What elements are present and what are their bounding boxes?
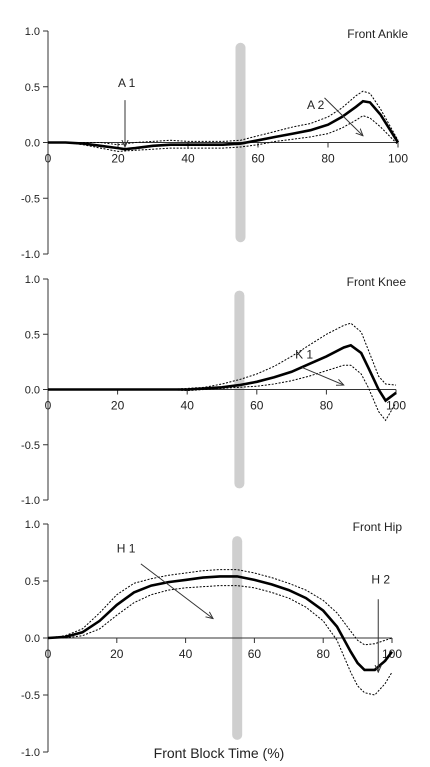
series-upper-line — [48, 322, 397, 390]
panel-1: 1.0 0.5 0.0 -0.5 -1.0 0 20 40 60 80 100 Front Ankle… — [21, 26, 408, 261]
annotation-arrow — [324, 97, 364, 136]
x-tick-label: 40 — [181, 152, 195, 166]
x-tick-label: 80 — [320, 399, 334, 413]
y-tick-label: 0.5 — [25, 576, 40, 588]
annotation-label: A 1 — [118, 76, 136, 90]
x-tick-label: 60 — [251, 152, 265, 166]
panel-title: Front Ankle — [347, 27, 408, 41]
annotation-arrow — [301, 366, 344, 385]
x-tick-label: 0 — [45, 647, 52, 661]
x-tick-label: 20 — [110, 647, 124, 661]
x-tick-label: 20 — [111, 152, 125, 166]
x-tick-label: 0 — [45, 152, 52, 166]
panel-2: 1.0 0.5 0.0 -0.5 -1.0 0 20 40 60 80 100 Front Knee K… — [21, 274, 406, 507]
x-tick-label: 60 — [250, 399, 264, 413]
x-tick-label: 0 — [45, 399, 52, 413]
series-upper-line — [48, 90, 399, 146]
y-tick-label: 0.0 — [25, 138, 40, 150]
y-tick-label: 0.0 — [25, 633, 40, 645]
series-lower-line — [48, 115, 399, 152]
y-tick-label: -1.0 — [21, 747, 40, 759]
y-tick-label: 0.5 — [25, 329, 40, 341]
series-lower-line — [48, 364, 397, 422]
panel-title: Front Hip — [353, 520, 403, 534]
panels: 1.0 0.5 0.0 -0.5 -1.0 0 20 40 60 80 100 Front Ankle… — [21, 26, 408, 759]
annotation-arrow — [140, 563, 213, 619]
annotation-label: H 1 — [117, 542, 136, 556]
series-upper-line — [47, 569, 393, 646]
x-tick-label: 80 — [321, 152, 335, 166]
series-mean-line — [48, 343, 397, 403]
y-tick-label: 0.5 — [25, 82, 40, 94]
series-mean-line — [48, 99, 400, 151]
y-tick-label: -0.5 — [21, 440, 40, 452]
x-tick-label: 100 — [386, 399, 406, 413]
y-tick-label: -0.5 — [21, 690, 40, 702]
annotation-label: H 2 — [371, 572, 390, 586]
y-tick-label: 1.0 — [25, 519, 40, 531]
y-tick-label: -0.5 — [21, 193, 40, 205]
annotation-label: K 1 — [295, 348, 313, 362]
series-mean-line — [47, 575, 394, 672]
x-tick-label: 40 — [181, 399, 195, 413]
y-tick-label: 1.0 — [25, 26, 40, 38]
x-tick-label: 40 — [179, 647, 193, 661]
y-tick-label: -1.0 — [21, 249, 40, 261]
x-tick-label: 100 — [388, 152, 408, 166]
y-tick-label: 1.0 — [25, 274, 40, 286]
y-tick-label: 0.0 — [25, 385, 40, 397]
y-tick-label: -1.0 — [21, 495, 40, 507]
panel-title: Front Knee — [347, 275, 407, 289]
series-lower-line — [48, 585, 393, 696]
x-tick-label: 80 — [317, 647, 331, 661]
x-tick-label: 60 — [248, 647, 262, 661]
x-tick-label: 20 — [111, 399, 125, 413]
annotation-label: A 2 — [307, 98, 325, 112]
x-axis-label: Front Block Time (%) — [154, 745, 285, 761]
